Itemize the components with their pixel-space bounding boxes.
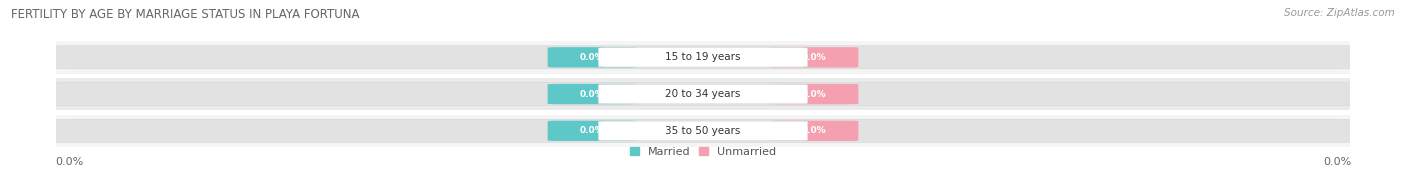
FancyBboxPatch shape [548, 47, 637, 67]
Text: 0.0%: 0.0% [579, 53, 605, 62]
Text: 0.0%: 0.0% [579, 126, 605, 135]
FancyBboxPatch shape [769, 47, 858, 67]
FancyBboxPatch shape [599, 84, 807, 104]
Text: FERTILITY BY AGE BY MARRIAGE STATUS IN PLAYA FORTUNA: FERTILITY BY AGE BY MARRIAGE STATUS IN P… [11, 8, 360, 21]
Text: 20 to 34 years: 20 to 34 years [665, 89, 741, 99]
Text: Source: ZipAtlas.com: Source: ZipAtlas.com [1284, 8, 1395, 18]
FancyBboxPatch shape [56, 115, 1350, 147]
FancyBboxPatch shape [56, 78, 1350, 110]
FancyBboxPatch shape [44, 119, 1362, 142]
FancyBboxPatch shape [56, 41, 1350, 74]
Text: 35 to 50 years: 35 to 50 years [665, 126, 741, 136]
Text: 0.0%: 0.0% [801, 126, 827, 135]
FancyBboxPatch shape [769, 121, 858, 141]
FancyBboxPatch shape [599, 121, 807, 141]
Text: 0.0%: 0.0% [579, 90, 605, 99]
FancyBboxPatch shape [548, 121, 637, 141]
FancyBboxPatch shape [44, 46, 1362, 69]
Legend: Married, Unmarried: Married, Unmarried [630, 147, 776, 157]
Text: 15 to 19 years: 15 to 19 years [665, 52, 741, 62]
FancyBboxPatch shape [769, 84, 858, 104]
FancyBboxPatch shape [44, 83, 1362, 106]
FancyBboxPatch shape [599, 48, 807, 67]
Text: 0.0%: 0.0% [801, 53, 827, 62]
FancyBboxPatch shape [548, 84, 637, 104]
Text: 0.0%: 0.0% [801, 90, 827, 99]
